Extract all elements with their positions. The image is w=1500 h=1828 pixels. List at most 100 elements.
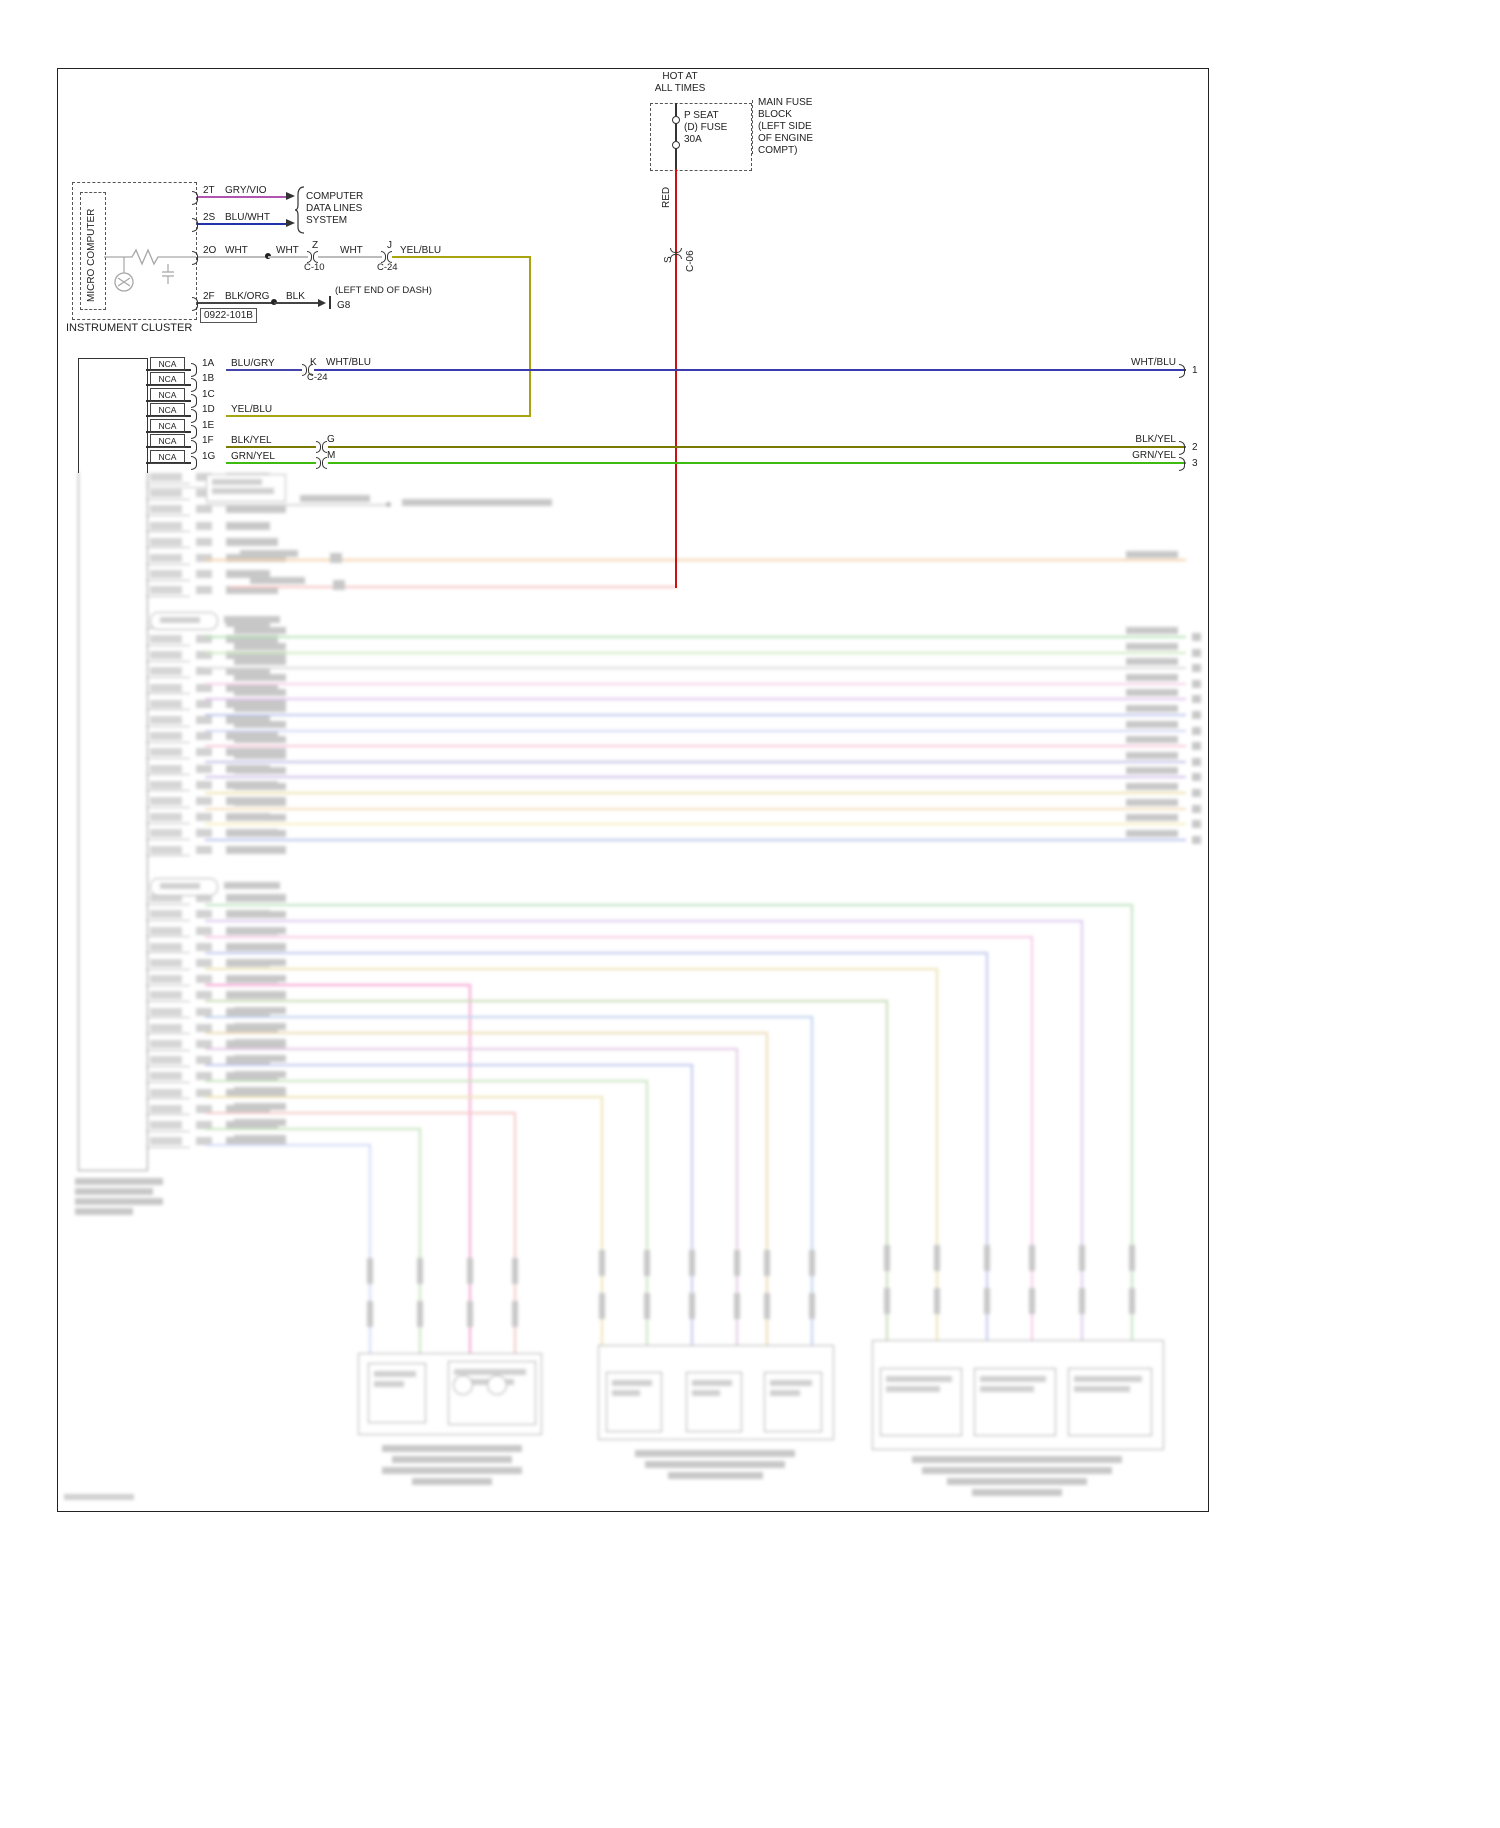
cluster-circuitry-icon (104, 248, 196, 292)
left-connector-box (78, 358, 148, 473)
connector-id-c06: C-06 (685, 250, 696, 272)
nca-label: NCA (150, 434, 185, 448)
fuse-wire (675, 148, 677, 169)
fuse-wire (675, 103, 677, 116)
wht-blu-wire (314, 369, 1186, 371)
inline-connector-icon (307, 250, 318, 263)
pin-2o: 2O (203, 245, 217, 256)
pin-stub (146, 415, 191, 417)
pin-stub (146, 384, 191, 386)
ground-id: G8 (337, 300, 351, 311)
fuse-name-2: (D) FUSE (684, 122, 728, 133)
circuit-number-1: 1 (1192, 365, 1198, 376)
pin-1d: 1D (202, 404, 215, 415)
nca-label: NCA (150, 357, 185, 371)
wire-1a-color: BLU/GRY (231, 358, 275, 369)
wht-blu-label: WHT/BLU (326, 357, 371, 368)
yel-blu-wire-vertical (529, 256, 531, 417)
blk-wire (274, 302, 318, 304)
pin-stub (146, 400, 191, 402)
connector-pin-z: Z (312, 240, 319, 251)
wire-2t-color: GRY/VIO (225, 185, 267, 196)
grn-yel-right-label: GRN/YEL (1132, 450, 1176, 461)
datalines-label-3: SYSTEM (306, 215, 348, 226)
datalines-label-1: COMPUTER (306, 191, 364, 202)
pin-1a: 1A (202, 358, 215, 369)
ground-bar-icon (329, 296, 331, 309)
wire-2o-color: WHT (225, 245, 248, 256)
brace-icon (294, 186, 305, 234)
blk-yel-right-label: BLK/YEL (1135, 434, 1176, 445)
blk-yel-wire (328, 446, 1186, 448)
blk-segment-label: BLK (286, 291, 305, 302)
nca-label: NCA (150, 388, 185, 402)
datalines-label-2: DATA LINES (306, 203, 363, 214)
nca-label: NCA (150, 419, 185, 433)
connector-pin-k: K (310, 357, 317, 368)
pin-1c: 1C (202, 389, 215, 400)
fuse-block-label-1: MAIN FUSE (758, 97, 813, 108)
circuit-number-2: 2 (1192, 442, 1198, 453)
pin-2s: 2S (203, 212, 216, 223)
pin-stub (146, 446, 191, 448)
arrow-right-icon (286, 219, 295, 227)
inline-connector-icon (381, 250, 392, 263)
pin-1b: 1B (202, 373, 215, 384)
cluster-part-number: 0922-101B (200, 308, 257, 323)
pin-stub (146, 369, 191, 371)
fuse-block-label-2: BLOCK (758, 109, 792, 120)
fuse-block-label-4: OF ENGINE (758, 133, 814, 144)
fuse-block-box (650, 103, 752, 171)
wire-1d-color: YEL/BLU (231, 404, 273, 415)
connector-pin-j: J (387, 240, 392, 251)
wire-2f-color: BLK/ORG (225, 291, 270, 302)
pin-2t: 2T (203, 185, 215, 196)
pin-stub (146, 431, 191, 433)
pin-2f: 2F (203, 291, 215, 302)
fuse-rating: 30A (684, 134, 702, 145)
pin-1g: 1G (202, 451, 216, 462)
wht-wire (318, 256, 382, 258)
yel-blu-wire (392, 256, 531, 258)
nca-label: NCA (150, 403, 185, 417)
all-times-label: ALL TIMES (654, 83, 706, 94)
wht-wire (268, 256, 308, 258)
inline-connector-icon (316, 440, 327, 453)
gry-vio-wire (198, 196, 286, 198)
connector-id-c24: C-24 (377, 262, 398, 273)
diagram-frame (57, 68, 1209, 1512)
micro-computer-label: MICRO COMPUTER (86, 208, 97, 302)
instrument-cluster-label: INSTRUMENT CLUSTER (66, 322, 193, 334)
hot-at-label: HOT AT (662, 71, 698, 82)
yel-blu-wire (226, 415, 531, 417)
instrument-cluster-box (72, 182, 197, 320)
ground-arrow-icon (318, 299, 326, 307)
connector-pin-s: S (663, 256, 674, 263)
wht-segment-label: WHT (276, 245, 299, 256)
wire-1f-color: BLK/YEL (231, 435, 272, 446)
blu-gry-wire (226, 369, 302, 371)
red-wire-color-label: RED (661, 186, 672, 208)
blu-wht-wire (198, 223, 286, 225)
arrow-right-icon (286, 192, 295, 200)
connector-pin-m: M (327, 450, 336, 461)
blk-yel-wire (226, 446, 316, 448)
inline-connector-icon (302, 363, 313, 376)
pin-1f: 1F (202, 435, 214, 446)
connector-id-c24: C-24 (307, 372, 328, 383)
yel-blu-label: YEL/BLU (400, 245, 442, 256)
wht-blu-right-label: WHT/BLU (1131, 357, 1176, 368)
grn-yel-wire (226, 462, 316, 464)
nca-label: NCA (150, 372, 185, 386)
fuse-block-callout-divider (752, 100, 753, 154)
pin-stub (146, 462, 191, 464)
wht-segment-label: WHT (340, 245, 363, 256)
connector-pin-g: G (327, 434, 335, 445)
fuse-block-label-5: COMPT) (758, 145, 798, 156)
pin-1e: 1E (202, 420, 215, 431)
grn-yel-wire (328, 462, 1186, 464)
nca-label: NCA (150, 450, 185, 464)
inline-connector-icon (316, 456, 327, 469)
ground-location-note: (LEFT END OF DASH) (335, 285, 432, 296)
